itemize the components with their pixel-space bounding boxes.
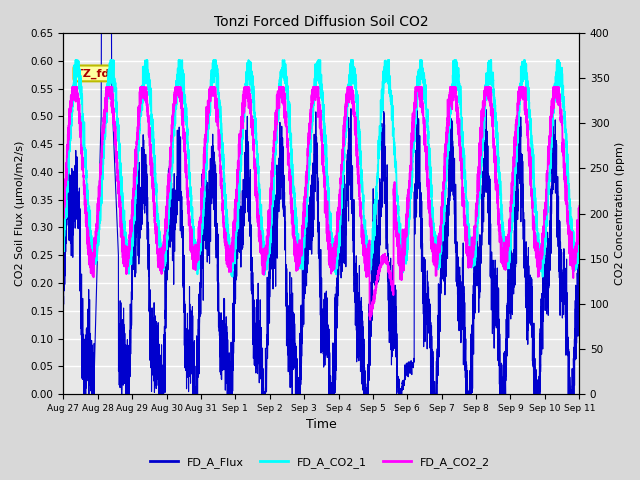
Y-axis label: CO2 Soil Flux (μmol/m2/s): CO2 Soil Flux (μmol/m2/s) xyxy=(15,141,25,286)
FD_A_CO2_2 xyxy=(575,203,583,209)
FD_A_Flux xyxy=(369,259,377,265)
FD_A_CO2_1 xyxy=(369,240,377,246)
Line: FD_A_CO2_1: FD_A_CO2_1 xyxy=(63,60,579,277)
FD_A_CO2_1 xyxy=(396,219,403,225)
FD_A_CO2_2 xyxy=(68,84,76,90)
FD_A_Flux xyxy=(575,296,583,302)
FD_A_CO2_2 xyxy=(369,301,377,307)
FD_A_CO2_1 xyxy=(60,246,67,252)
FD_A_Flux xyxy=(484,167,492,173)
FD_A_CO2_2 xyxy=(366,317,374,323)
FD_A_CO2_1 xyxy=(228,274,236,280)
FD_A_CO2_1 xyxy=(445,135,452,141)
FD_A_Flux xyxy=(60,318,67,324)
FD_A_CO2_2 xyxy=(445,116,452,121)
FD_A_CO2_1 xyxy=(72,57,79,63)
FD_A_CO2_1 xyxy=(257,205,264,211)
Line: FD_A_CO2_2: FD_A_CO2_2 xyxy=(63,87,579,320)
Legend: FD_A_Flux, FD_A_CO2_1, FD_A_CO2_2: FD_A_Flux, FD_A_CO2_1, FD_A_CO2_2 xyxy=(145,452,495,472)
FD_A_CO2_2 xyxy=(257,239,264,245)
Text: TZ_fd: TZ_fd xyxy=(76,68,111,79)
FD_A_CO2_1 xyxy=(484,78,492,84)
Y-axis label: CO2 Concentration (ppm): CO2 Concentration (ppm) xyxy=(615,142,625,285)
FD_A_CO2_1 xyxy=(154,203,161,209)
Line: FD_A_Flux: FD_A_Flux xyxy=(63,33,579,394)
FD_A_CO2_2 xyxy=(396,244,403,250)
FD_A_Flux xyxy=(445,203,452,208)
FD_A_Flux xyxy=(257,361,264,367)
Title: Tonzi Forced Diffusion Soil CO2: Tonzi Forced Diffusion Soil CO2 xyxy=(214,15,429,29)
FD_A_Flux xyxy=(396,391,403,396)
FD_A_CO2_2 xyxy=(154,247,161,253)
FD_A_CO2_2 xyxy=(484,90,492,96)
FD_A_Flux xyxy=(154,369,161,374)
X-axis label: Time: Time xyxy=(306,419,337,432)
FD_A_CO2_1 xyxy=(575,248,583,253)
FD_A_CO2_2 xyxy=(60,208,67,214)
FD_A_Flux xyxy=(80,391,88,397)
FD_A_Flux xyxy=(97,30,105,36)
